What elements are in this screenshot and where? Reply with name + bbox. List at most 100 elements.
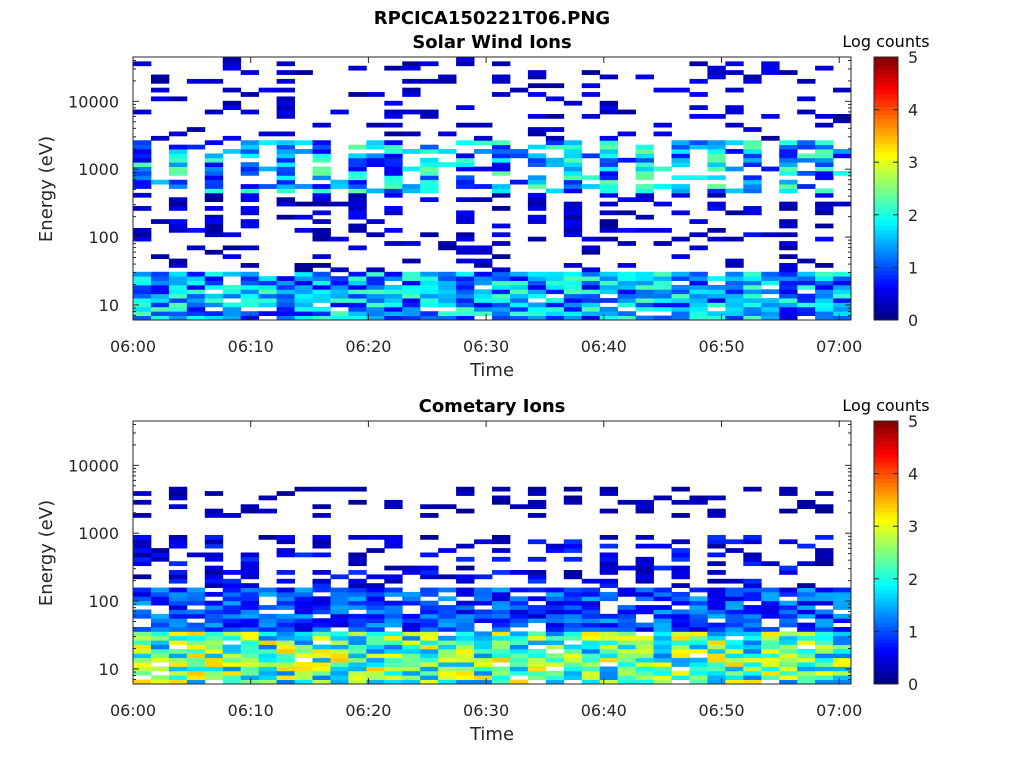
heatmap-cell	[133, 311, 152, 317]
heatmap-cell	[276, 96, 295, 102]
heatmap-cell	[492, 170, 511, 176]
heatmap-cell	[312, 219, 331, 224]
heatmap-cell	[204, 618, 224, 624]
heatmap-cell	[671, 271, 690, 277]
heatmap-cell	[330, 315, 349, 321]
heatmap-cell	[168, 149, 188, 154]
heatmap-cell	[581, 675, 601, 681]
x-tick-label: 06:00	[110, 701, 156, 720]
heatmap-cell	[186, 609, 206, 615]
heatmap-cell	[545, 591, 565, 597]
heatmap-cell	[635, 214, 654, 220]
heatmap-cell	[240, 149, 260, 154]
heatmap-cell	[761, 298, 780, 303]
heatmap-cell	[474, 245, 493, 251]
heatmap-cell	[815, 587, 834, 593]
heatmap-cell	[743, 583, 762, 588]
heatmap-cell	[150, 627, 170, 632]
heatmap-cell	[150, 254, 170, 260]
heatmap-cell	[366, 122, 385, 128]
heatmap-cell	[204, 574, 224, 580]
heatmap-cell	[761, 276, 780, 281]
heatmap-cell	[168, 144, 188, 150]
heatmap-cell	[384, 648, 403, 654]
heatmap-cell	[474, 609, 493, 615]
heatmap-cell	[312, 513, 331, 518]
heatmap-cell	[527, 201, 547, 207]
heatmap-cell	[348, 175, 367, 181]
heatmap-cell	[599, 149, 619, 154]
heatmap-cell	[384, 609, 403, 615]
heatmap-cell	[527, 609, 547, 615]
heatmap-cell	[366, 188, 385, 194]
heatmap-cell	[833, 149, 852, 154]
heatmap-cell	[294, 267, 313, 273]
heatmap-cell	[384, 131, 403, 137]
heatmap-cell	[456, 306, 475, 312]
heatmap-cell	[635, 284, 654, 290]
heatmap-cell	[725, 670, 744, 676]
heatmap-cell	[240, 556, 260, 562]
heatmap-cell	[509, 306, 529, 312]
heatmap-cell	[276, 613, 295, 619]
colorbar-segment	[874, 573, 898, 578]
heatmap-cell	[348, 306, 367, 312]
heatmap-cell	[456, 618, 475, 624]
heatmap-cell	[707, 578, 726, 584]
heatmap-cell	[348, 276, 367, 281]
heatmap-cell	[527, 83, 547, 89]
heatmap-cell	[761, 605, 780, 610]
heatmap-cell	[474, 675, 493, 681]
heatmap-cell	[133, 556, 152, 562]
heatmap-cell	[348, 311, 367, 317]
heatmap-cell	[635, 591, 654, 597]
heatmap-cell	[240, 223, 260, 229]
heatmap-cell	[779, 223, 798, 229]
heatmap-cell	[689, 289, 708, 295]
heatmap-cell	[581, 175, 601, 181]
heatmap-cell	[527, 276, 547, 281]
heatmap-cell	[204, 622, 224, 628]
heatmap-cell	[240, 640, 260, 645]
heatmap-cell	[312, 153, 331, 159]
heatmap-cell	[689, 92, 708, 97]
heatmap-cell	[689, 280, 708, 286]
heatmap-cell	[671, 175, 690, 181]
heatmap-cell	[222, 635, 242, 641]
heatmap-cell	[833, 298, 852, 303]
heatmap-cell	[833, 302, 852, 308]
heatmap-cell	[743, 631, 762, 637]
heatmap-cell	[743, 232, 762, 238]
heatmap-cell	[438, 618, 457, 624]
heatmap-cell	[707, 552, 726, 558]
colorbar-segment	[874, 93, 898, 99]
heatmap-cell	[617, 280, 636, 286]
heatmap-cell	[599, 135, 619, 141]
heatmap-cell	[474, 166, 493, 172]
heatmap-cell	[276, 644, 295, 650]
heatmap-cell	[509, 587, 529, 593]
heatmap-cell	[150, 311, 170, 317]
heatmap-cell	[438, 609, 457, 615]
heatmap-cell	[833, 605, 852, 610]
heatmap-cell	[707, 302, 726, 308]
heatmap-cell	[420, 644, 439, 650]
heatmap-cell	[527, 635, 547, 641]
heatmap-cell	[150, 78, 170, 84]
heatmap-cell	[563, 499, 583, 505]
heatmap-cell	[258, 280, 277, 286]
heatmap-cell	[707, 175, 726, 181]
heatmap-cell	[797, 144, 816, 150]
heatmap-cell	[276, 552, 295, 558]
heatmap-cell	[545, 284, 565, 290]
heatmap-cell	[330, 284, 349, 290]
colorbar-segment	[874, 667, 898, 673]
heatmap-cell	[384, 600, 403, 606]
heatmap-cell	[384, 284, 403, 290]
heatmap-cell	[420, 184, 439, 189]
heatmap-cell	[222, 232, 242, 238]
heatmap-cell	[222, 627, 242, 632]
heatmap-cell	[456, 679, 475, 685]
heatmap-cell	[527, 486, 547, 492]
heatmap-cell	[348, 570, 367, 575]
